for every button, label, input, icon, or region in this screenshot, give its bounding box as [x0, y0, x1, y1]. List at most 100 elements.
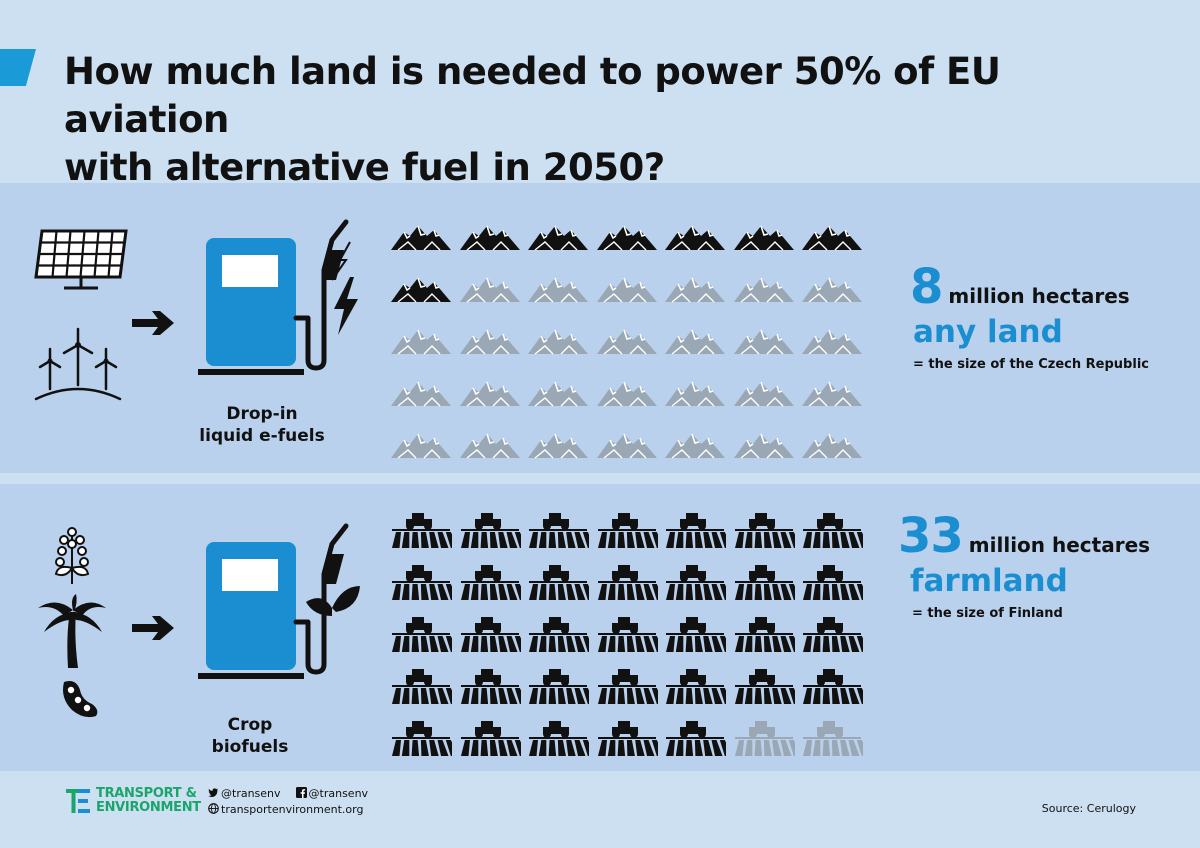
social-links: @transenv @transenv transportenvironment… — [208, 786, 368, 818]
biofuel-stat-kind: farmland — [910, 563, 1068, 599]
biofuel-stat-comparison: = the size of Finland — [912, 606, 1063, 621]
mountain-land-icon-empty — [801, 378, 863, 408]
mountain-land-icon-empty — [596, 326, 658, 356]
solar-panel-icon — [34, 229, 128, 290]
tractor-field-icon-filled — [390, 564, 452, 601]
biofuel-label-line-1: Crop — [227, 715, 273, 735]
tractor-field-icon-filled — [390, 512, 452, 549]
tractor-field-icon-filled — [527, 616, 589, 653]
mountain-land-icon-empty — [733, 430, 795, 460]
mountain-land-icon-empty — [801, 274, 863, 304]
biofuel-stat: 33 million hectares farmland = the size o… — [898, 508, 1150, 621]
logo-line-1: TRANSPORT & — [96, 786, 197, 801]
efuel-label: Drop-in liquid e-fuels — [172, 403, 352, 447]
tractor-field-icon-filled — [664, 616, 726, 653]
mountain-land-icon-empty — [527, 378, 589, 408]
tractor-field-icon-filled — [596, 616, 658, 653]
te-logo-mark-icon — [66, 789, 90, 813]
lightning-icon — [334, 277, 358, 335]
twitter-handle[interactable]: @transenv — [221, 787, 281, 800]
tractor-field-icon-filled — [733, 668, 795, 705]
biofuel-stat-number: 33 — [898, 508, 964, 564]
fuel-pump-icon — [198, 219, 351, 375]
tractor-field-icon-filled — [390, 720, 452, 757]
tractor-field-icon-filled — [459, 512, 521, 549]
tractor-field-icon-filled — [664, 668, 726, 705]
tractor-field-icon-empty — [733, 720, 795, 757]
mountain-land-icon-filled — [390, 274, 452, 304]
page-title: How much land is needed to power 50% of … — [64, 48, 1174, 192]
tractor-field-icon-filled — [664, 720, 726, 757]
efuel-label-line-1: Drop-in — [226, 404, 298, 424]
efuel-land-grid — [390, 222, 863, 460]
twitter-icon — [208, 788, 219, 797]
arrow-right-icon — [132, 311, 174, 335]
tractor-field-icon-filled — [527, 720, 589, 757]
footer: TRANSPORT & ENVIRONMENT @transenv @trans… — [0, 771, 1200, 848]
mountain-land-icon-empty — [664, 274, 726, 304]
efuel-stat-kind: any land — [913, 314, 1063, 350]
biofuel-stat-unit: million hectares — [968, 533, 1151, 557]
biofuel-label: Crop biofuels — [160, 714, 340, 758]
tractor-field-icon-filled — [664, 512, 726, 549]
tractor-field-icon-filled — [801, 616, 863, 653]
mountain-land-icon-empty — [664, 378, 726, 408]
website-link[interactable]: transportenvironment.org — [221, 803, 364, 816]
mountain-land-icon-filled — [733, 222, 795, 252]
mountain-land-icon-empty — [390, 326, 452, 356]
tractor-field-icon-filled — [664, 564, 726, 601]
tractor-field-icon-filled — [733, 616, 795, 653]
mountain-land-icon-empty — [459, 326, 521, 356]
tractor-field-icon-filled — [801, 512, 863, 549]
tractor-field-icon-empty — [801, 720, 863, 757]
logo-line-2: ENVIRONMENT — [96, 800, 201, 815]
title-line-2: with alternative fuel in 2050? — [64, 146, 665, 189]
globe-icon — [208, 803, 219, 814]
wind-turbine-icon — [34, 327, 122, 401]
mountain-land-icon-empty — [459, 378, 521, 408]
mountain-land-icon-empty — [596, 274, 658, 304]
mountain-land-icon-empty — [527, 430, 589, 460]
mountain-land-icon-empty — [527, 274, 589, 304]
tractor-field-icon-filled — [527, 512, 589, 549]
mountain-land-icon-filled — [596, 222, 658, 252]
tractor-field-icon-filled — [596, 564, 658, 601]
facebook-icon — [295, 787, 307, 798]
efuel-stat: 8 million hectares any land = the size of… — [910, 259, 1149, 372]
biofuel-label-line-2: biofuels — [211, 737, 289, 757]
tractor-field-icon-filled — [596, 720, 658, 757]
tractor-field-icon-filled — [390, 668, 452, 705]
palm-tree-icon — [38, 594, 106, 668]
tractor-field-icon-filled — [733, 564, 795, 601]
mountain-land-icon-filled — [459, 222, 521, 252]
tractor-field-icon-filled — [801, 564, 863, 601]
tractor-field-icon-filled — [801, 668, 863, 705]
mountain-land-icon-empty — [596, 430, 658, 460]
arrow-right-icon — [132, 616, 174, 640]
mountain-land-icon-empty — [390, 430, 452, 460]
plant-branch-icon — [54, 527, 90, 584]
efuel-section: Drop-in liquid e-fuels 8 million hectares… — [0, 183, 1200, 473]
mountain-land-icon-empty — [801, 430, 863, 460]
tractor-field-icon-filled — [733, 512, 795, 549]
mountain-land-icon-empty — [664, 430, 726, 460]
tractor-field-icon-filled — [527, 668, 589, 705]
te-logo[interactable]: TRANSPORT & ENVIRONMENT — [66, 786, 206, 816]
facebook-handle[interactable]: @transenv — [308, 787, 369, 800]
tractor-field-icon-filled — [459, 668, 521, 705]
mountain-land-icon-filled — [527, 222, 589, 252]
mountain-land-icon-filled — [664, 222, 726, 252]
mountain-land-icon-empty — [733, 326, 795, 356]
efuel-stat-number: 8 — [910, 259, 943, 315]
leaf-icon — [306, 586, 360, 616]
source-note: Source: Cerulogy — [1041, 802, 1136, 815]
soybean-icon — [63, 681, 98, 718]
tractor-field-icon-filled — [527, 564, 589, 601]
mountain-land-icon-empty — [390, 378, 452, 408]
tractor-field-icon-filled — [459, 616, 521, 653]
biofuel-section: Crop biofuels 33 million hectares farmlan… — [0, 484, 1200, 771]
mountain-land-icon-filled — [801, 222, 863, 252]
tractor-field-icon-filled — [596, 512, 658, 549]
fuel-pump-icon — [198, 523, 349, 679]
efuel-label-line-2: liquid e-fuels — [199, 426, 325, 446]
